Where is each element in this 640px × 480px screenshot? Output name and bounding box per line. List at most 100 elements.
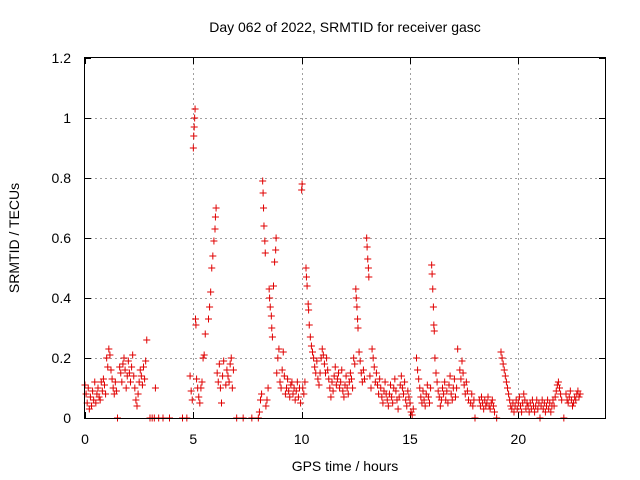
data-point bbox=[339, 387, 347, 395]
y-tick-label: 0.8 bbox=[52, 170, 72, 186]
data-point bbox=[398, 384, 406, 392]
data-point bbox=[434, 387, 442, 395]
data-point bbox=[361, 375, 368, 383]
data-point bbox=[430, 321, 438, 329]
data-point bbox=[274, 354, 282, 362]
data-point bbox=[137, 372, 145, 380]
data-point bbox=[402, 396, 410, 404]
data-point bbox=[211, 225, 219, 233]
data-point bbox=[513, 405, 521, 413]
data-point bbox=[458, 357, 466, 365]
data-point bbox=[498, 354, 506, 362]
data-point bbox=[318, 345, 326, 353]
data-point bbox=[86, 393, 94, 401]
data-point bbox=[352, 285, 360, 293]
data-point bbox=[190, 123, 198, 131]
data-point bbox=[439, 384, 446, 392]
data-point bbox=[500, 366, 508, 374]
data-point bbox=[383, 396, 391, 404]
data-point bbox=[556, 384, 563, 392]
data-point bbox=[554, 378, 562, 386]
data-point bbox=[302, 264, 310, 272]
data-point bbox=[190, 132, 198, 140]
data-point bbox=[450, 375, 458, 383]
data-point bbox=[294, 393, 302, 401]
data-point bbox=[325, 375, 333, 383]
data-point bbox=[420, 396, 428, 404]
data-point bbox=[124, 357, 132, 365]
data-point bbox=[462, 378, 470, 386]
y-tick-label: 1 bbox=[63, 110, 71, 126]
data-point bbox=[350, 354, 358, 362]
data-point bbox=[388, 393, 396, 401]
data-point bbox=[267, 312, 275, 320]
data-point bbox=[91, 378, 99, 386]
data-point bbox=[488, 396, 496, 404]
data-point bbox=[191, 114, 199, 122]
data-point bbox=[264, 384, 272, 392]
data-point bbox=[257, 396, 264, 404]
data-point bbox=[444, 399, 452, 407]
data-point bbox=[272, 234, 280, 242]
data-point bbox=[131, 384, 139, 392]
data-point bbox=[259, 177, 267, 185]
data-point bbox=[127, 378, 134, 386]
data-point bbox=[291, 396, 299, 404]
data-point bbox=[222, 381, 230, 389]
data-point bbox=[569, 402, 576, 410]
data-point bbox=[395, 393, 403, 401]
data-point bbox=[187, 387, 195, 395]
y-tick-label: 0.6 bbox=[52, 230, 72, 246]
data-point bbox=[84, 384, 92, 392]
data-point bbox=[364, 264, 372, 272]
data-point bbox=[417, 393, 425, 401]
data-point bbox=[301, 378, 309, 386]
data-point bbox=[305, 306, 313, 314]
chart-title: Day 062 of 2022, SRMTID for receiver gas… bbox=[209, 19, 481, 35]
data-point bbox=[337, 378, 345, 386]
data-point bbox=[211, 213, 219, 221]
data-point bbox=[200, 351, 208, 359]
data-point bbox=[504, 384, 511, 392]
data-point bbox=[330, 372, 338, 380]
data-point bbox=[105, 345, 113, 353]
data-point bbox=[486, 405, 494, 413]
data-point bbox=[457, 375, 465, 383]
data-point bbox=[143, 336, 151, 344]
data-point bbox=[135, 378, 143, 386]
data-point bbox=[88, 402, 95, 410]
data-point bbox=[550, 402, 558, 410]
plot-frame bbox=[84, 57, 606, 419]
data-point bbox=[413, 354, 420, 362]
data-points bbox=[81, 105, 584, 422]
data-point bbox=[327, 393, 335, 401]
data-point bbox=[228, 384, 236, 392]
data-point bbox=[389, 399, 397, 407]
data-point bbox=[125, 369, 133, 377]
data-point bbox=[307, 342, 315, 350]
data-point bbox=[268, 333, 276, 341]
data-point bbox=[303, 282, 311, 290]
data-point bbox=[96, 396, 104, 404]
data-point bbox=[400, 390, 407, 398]
data-point bbox=[323, 354, 331, 362]
data-point bbox=[205, 315, 212, 323]
data-point bbox=[375, 390, 383, 398]
data-point bbox=[576, 390, 584, 398]
x-tick-labels: 0 5 10 15 20 bbox=[81, 431, 526, 447]
data-point bbox=[501, 372, 509, 380]
data-point bbox=[263, 396, 271, 404]
data-point bbox=[551, 393, 559, 401]
data-point bbox=[365, 273, 373, 281]
data-point bbox=[279, 348, 287, 356]
data-point bbox=[311, 363, 319, 371]
data-point bbox=[379, 399, 387, 407]
y-tick-labels: 0 0.2 0.4 0.6 0.8 1 1.2 bbox=[52, 50, 72, 426]
data-point bbox=[104, 363, 112, 371]
data-point bbox=[193, 375, 201, 383]
data-point bbox=[117, 369, 125, 377]
data-point bbox=[300, 390, 308, 398]
data-point bbox=[186, 372, 194, 380]
data-point bbox=[423, 381, 431, 389]
data-point bbox=[261, 237, 269, 245]
